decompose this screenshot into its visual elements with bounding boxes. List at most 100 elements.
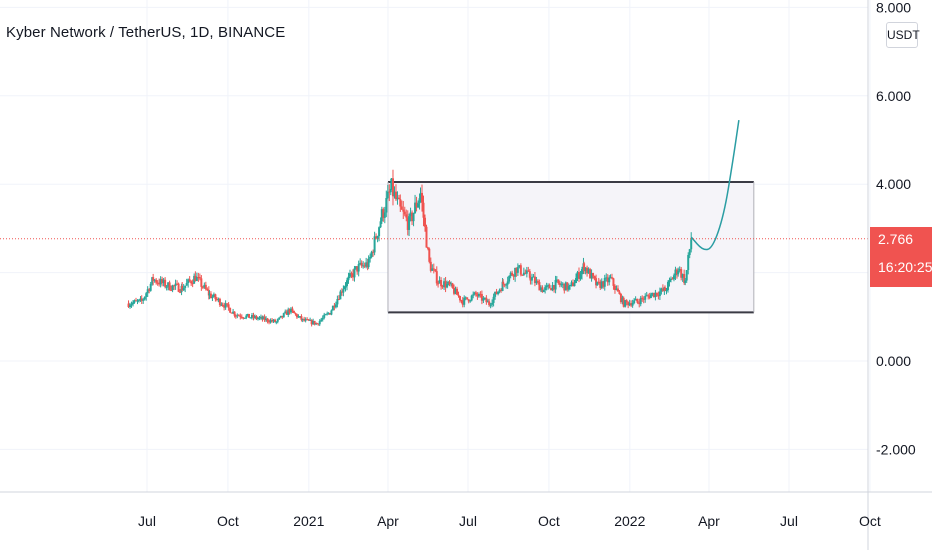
candle-body bbox=[541, 287, 544, 293]
candle-body bbox=[350, 273, 353, 275]
candle-body bbox=[275, 321, 278, 323]
candle-body bbox=[624, 300, 627, 307]
candle-body bbox=[516, 267, 519, 273]
candle-body bbox=[505, 284, 508, 286]
candle-body bbox=[411, 212, 414, 222]
candle-body bbox=[184, 285, 187, 288]
candle-body bbox=[426, 247, 429, 249]
candle-body bbox=[409, 212, 412, 217]
candle-body bbox=[508, 276, 511, 282]
candle-body bbox=[326, 313, 329, 315]
candle-body bbox=[491, 302, 494, 305]
candle-body bbox=[463, 297, 466, 305]
x-tick-label: Oct bbox=[859, 513, 881, 529]
candle-body bbox=[441, 286, 444, 288]
candle-body bbox=[362, 265, 365, 267]
candle-body bbox=[429, 261, 432, 271]
candle-body bbox=[602, 281, 605, 287]
candle-body bbox=[554, 279, 557, 290]
candle-body bbox=[498, 289, 501, 292]
candle-body bbox=[339, 291, 342, 300]
candle-body bbox=[666, 281, 669, 291]
candle-body bbox=[195, 277, 198, 281]
y-tick-label: -2.000 bbox=[876, 441, 916, 457]
candle-body bbox=[618, 291, 621, 294]
candle-body bbox=[340, 291, 343, 293]
y-tick-label: 8.000 bbox=[876, 0, 911, 15]
candle-body bbox=[548, 285, 551, 289]
candle-body bbox=[212, 294, 215, 297]
candle-body bbox=[389, 188, 392, 193]
candle-body bbox=[246, 313, 249, 316]
candle-body bbox=[164, 279, 167, 287]
candle-body bbox=[190, 281, 193, 284]
candle-body bbox=[193, 275, 196, 284]
candle-body bbox=[194, 275, 197, 281]
candle-body bbox=[320, 319, 323, 322]
candle-body bbox=[393, 191, 396, 197]
candle-body bbox=[397, 197, 400, 200]
candle-body bbox=[428, 248, 431, 262]
candle-body bbox=[528, 271, 531, 278]
candle-body bbox=[337, 299, 340, 301]
candle-body bbox=[684, 280, 687, 283]
candle-body bbox=[672, 275, 675, 280]
candle-body bbox=[569, 285, 572, 287]
candle-body bbox=[470, 295, 473, 301]
chart-title: Kyber Network / TetherUS, 1D, BINANCE bbox=[6, 24, 286, 41]
candle-body bbox=[127, 303, 130, 307]
candle-body bbox=[450, 283, 453, 285]
x-tick-label: Apr bbox=[698, 513, 720, 529]
candle-body bbox=[497, 291, 500, 295]
candle-body bbox=[359, 262, 362, 265]
candle-body bbox=[145, 293, 148, 297]
candle-body bbox=[583, 263, 586, 272]
candle-body bbox=[422, 202, 425, 218]
candle-body bbox=[146, 289, 149, 294]
candle-body bbox=[593, 276, 596, 279]
candle-body bbox=[378, 227, 381, 237]
candle-body bbox=[419, 192, 422, 199]
candle-body bbox=[382, 209, 385, 218]
currency-badge[interactable]: USDT bbox=[886, 22, 920, 48]
candle-body bbox=[634, 298, 637, 301]
candle-body bbox=[606, 277, 609, 283]
candle-body bbox=[661, 288, 664, 291]
candle-body bbox=[386, 191, 389, 199]
candlesticks bbox=[127, 169, 693, 327]
candle-body bbox=[574, 278, 577, 284]
candle-body bbox=[454, 288, 457, 294]
candle-body bbox=[580, 269, 583, 275]
candle-body bbox=[177, 283, 180, 292]
x-tick-label: Oct bbox=[538, 513, 560, 529]
candle-body bbox=[167, 282, 170, 287]
candle-body bbox=[237, 315, 240, 317]
candle-body bbox=[608, 277, 611, 283]
candle-body bbox=[461, 300, 464, 305]
candle-body bbox=[677, 270, 680, 275]
candle-body bbox=[173, 285, 176, 287]
candle-body bbox=[645, 295, 648, 297]
candle-body bbox=[158, 282, 161, 285]
candle-body bbox=[229, 307, 232, 313]
candle-body bbox=[603, 277, 606, 287]
candle-body bbox=[500, 289, 503, 291]
candle-body bbox=[485, 297, 488, 303]
candle-body bbox=[400, 206, 403, 210]
candle-body bbox=[274, 319, 277, 323]
candle-body bbox=[412, 213, 415, 222]
candle-body bbox=[460, 300, 463, 302]
candle-body bbox=[233, 311, 236, 316]
candle-body bbox=[464, 297, 467, 299]
candle-body bbox=[324, 314, 327, 316]
candle-body bbox=[156, 282, 159, 284]
candle-body bbox=[619, 293, 622, 303]
candle-body bbox=[622, 297, 625, 307]
candle-body bbox=[372, 251, 375, 253]
candle-body bbox=[289, 308, 292, 313]
candle-body bbox=[353, 268, 356, 278]
candle-body bbox=[492, 296, 495, 303]
candle-body bbox=[204, 284, 207, 290]
candle-body bbox=[503, 284, 506, 286]
